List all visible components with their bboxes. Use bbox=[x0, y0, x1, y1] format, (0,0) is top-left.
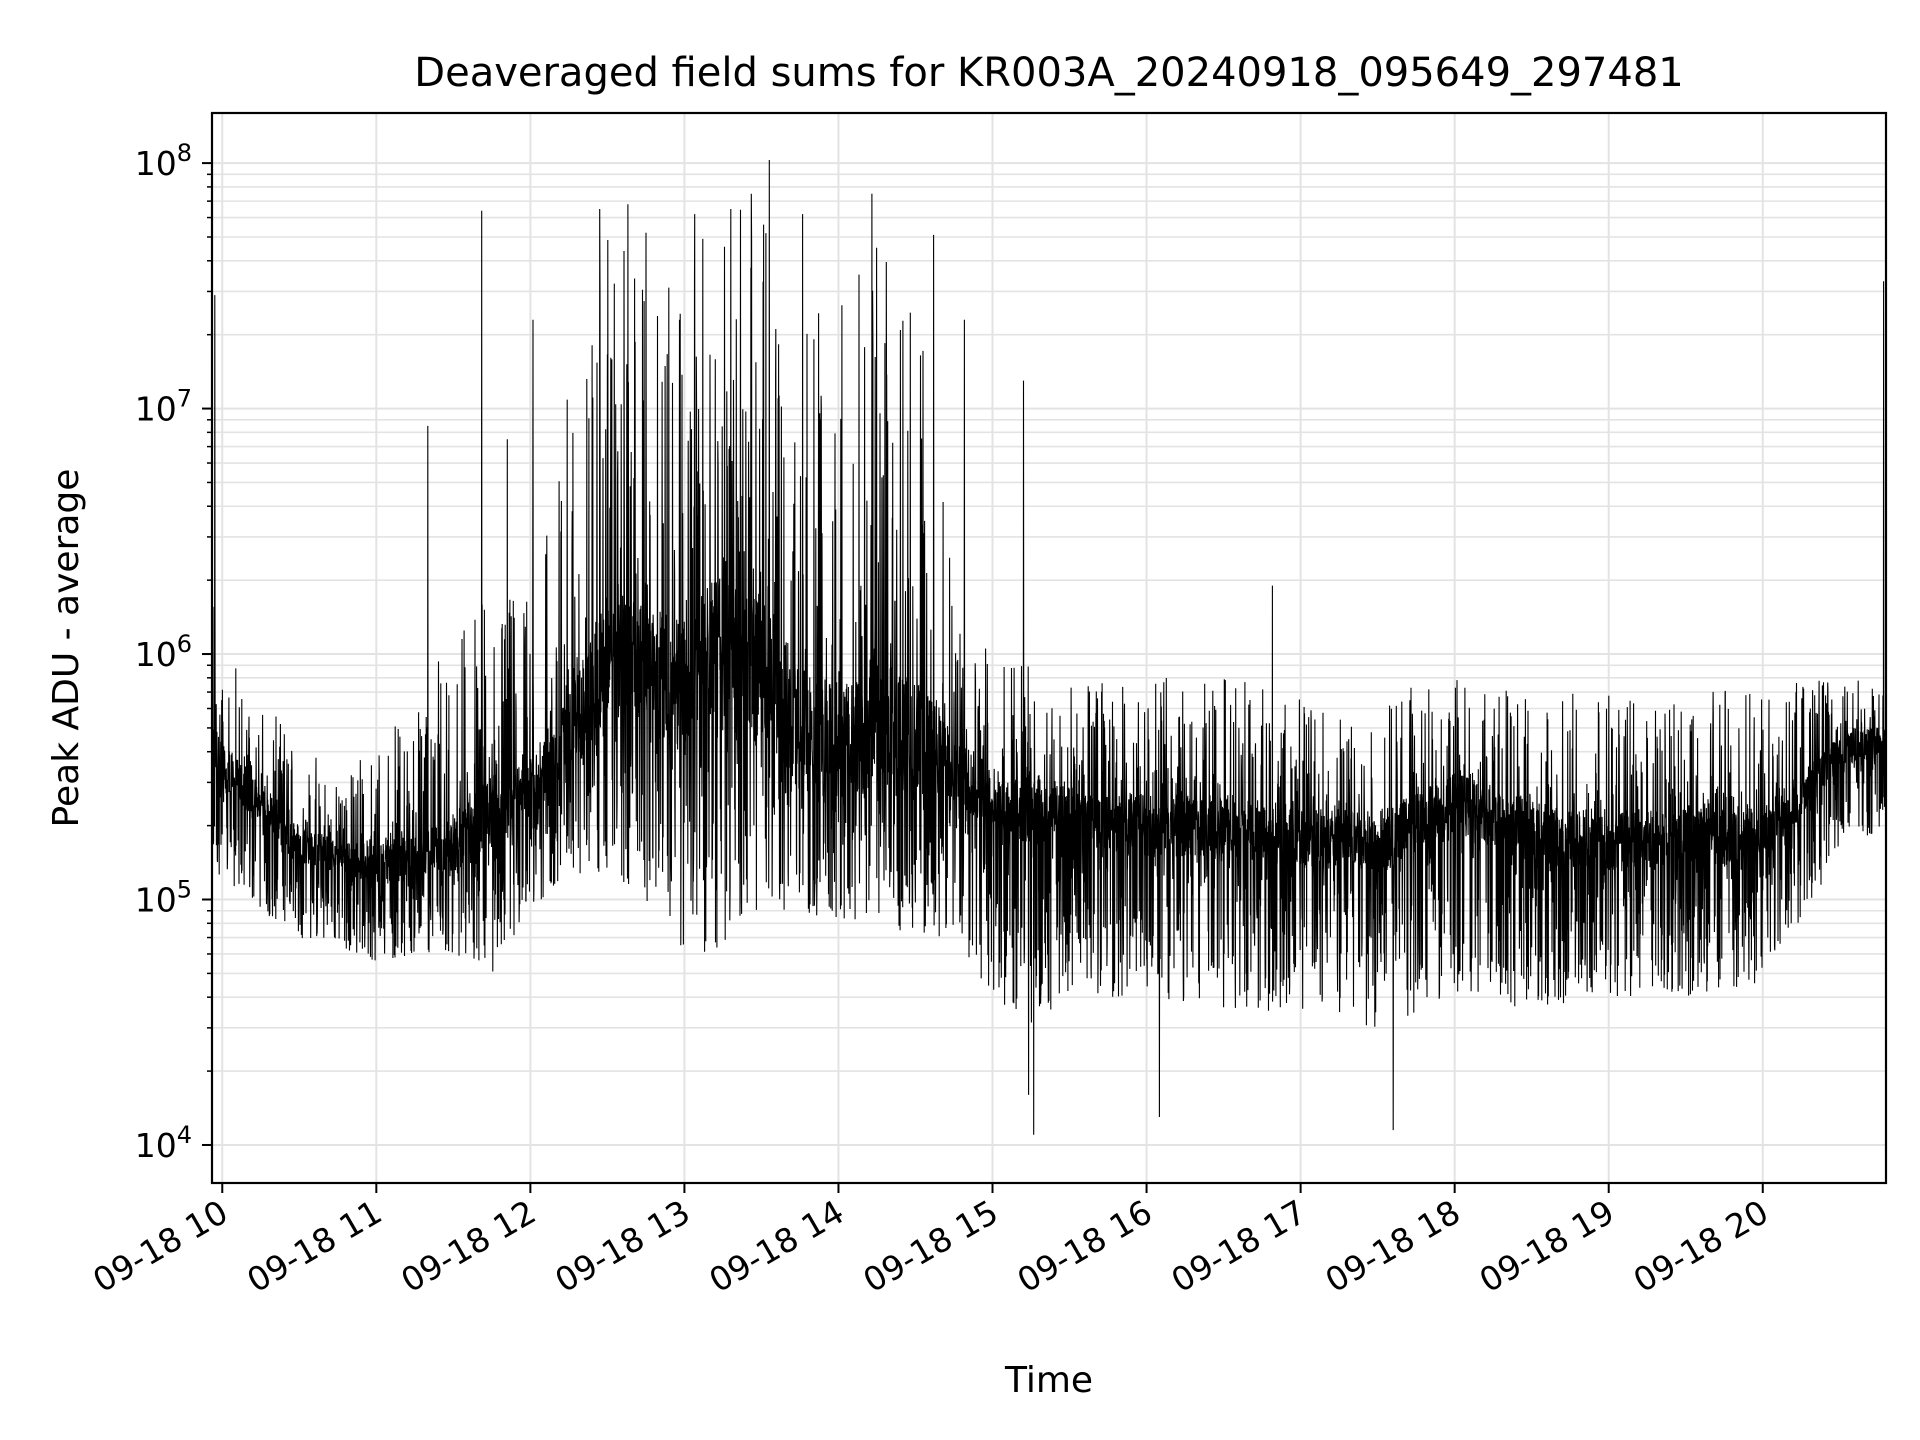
y-tick-label: 107 bbox=[135, 385, 192, 429]
plot-frame bbox=[210, 111, 1888, 1185]
y-tick-label: 105 bbox=[135, 876, 192, 920]
series-path bbox=[211, 159, 1887, 1135]
y-tick-label: 104 bbox=[135, 1121, 192, 1165]
y-axis-label: Peak ADU - average bbox=[46, 469, 87, 828]
x-axis-label: Time bbox=[1004, 1360, 1093, 1401]
chart-title: Deaveraged field sums for KR003A_2024091… bbox=[414, 50, 1683, 96]
y-tick-label: 108 bbox=[135, 139, 192, 183]
y-tick-label: 106 bbox=[135, 630, 192, 674]
series-line bbox=[211, 159, 1887, 1135]
